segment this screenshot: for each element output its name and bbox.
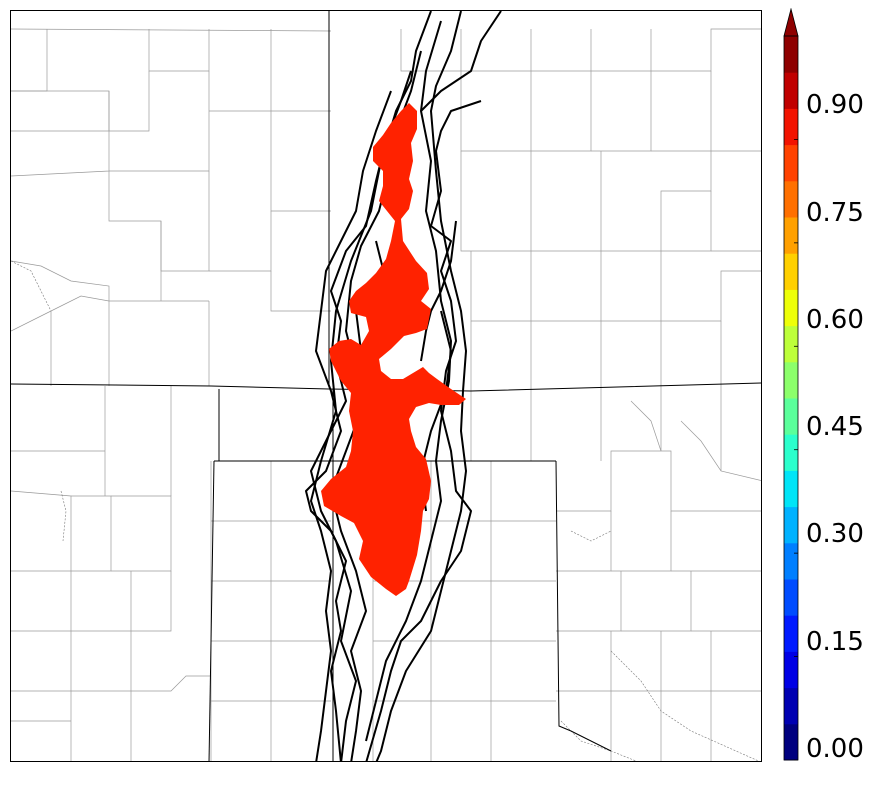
colorbar-segment: [784, 434, 798, 471]
colorbar-outline: [783, 35, 799, 761]
colorbar-segment: [784, 687, 798, 725]
colorbar-segment: [784, 361, 798, 399]
colorbar-segment: [784, 615, 798, 652]
colorbar-segment: [784, 289, 798, 327]
colorbar-segment: [784, 253, 798, 290]
colorbar-extend-arrow: [783, 8, 799, 37]
colorbar-segment: [784, 325, 798, 363]
colorbar-segment: [784, 180, 798, 218]
colorbar-tick-label: 0.45: [806, 412, 864, 442]
colorbar-tick-label: 0.90: [806, 90, 864, 120]
colorbar-segment: [784, 723, 798, 761]
colorbar-segment: [784, 108, 798, 146]
colorbar-tick-label: 0.75: [806, 198, 864, 228]
colorbar-segment: [784, 398, 798, 435]
colorbar-segment: [784, 470, 798, 508]
colorbar-segment: [784, 651, 798, 689]
colorbar-segment: [784, 506, 798, 544]
colorbar-segment: [784, 144, 798, 182]
colorbar-segment: [784, 217, 798, 254]
colorbar-tick-label: 0.60: [806, 305, 864, 335]
colorbar: [783, 8, 799, 761]
colorbar-tick-label: 0.15: [806, 627, 864, 657]
colorbar-segment: [784, 579, 798, 616]
map-panel: [10, 10, 762, 762]
colorbar-segment: [784, 36, 798, 73]
colorbar-tick-label: 0.00: [806, 734, 864, 764]
county-lines: [11, 28, 761, 761]
colorbar-segment: [784, 72, 798, 109]
probability-area: [321, 103, 466, 596]
colorbar-tick-label: 0.30: [806, 519, 864, 549]
map-canvas: [11, 11, 761, 761]
colorbar-segment: [784, 542, 798, 580]
